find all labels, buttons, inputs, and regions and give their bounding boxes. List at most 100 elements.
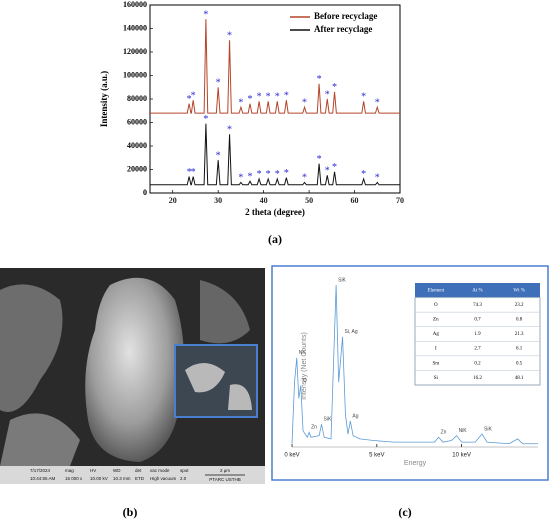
point-label: * (257, 169, 262, 180)
sem-vac: High vacuum (150, 476, 177, 481)
point-label: SiK (484, 426, 492, 432)
y-tick-label: 100000 (123, 70, 147, 79)
point-label: * (238, 98, 243, 109)
point-label: NK (299, 350, 307, 356)
y-tick-label: 160000 (123, 0, 147, 9)
sem-hv-label: HV (90, 468, 96, 473)
point-label: * (216, 150, 221, 161)
x-tick-label: 40 (260, 196, 268, 205)
table-cell: 0.8 (516, 318, 523, 323)
x-tick-label: 10 keV (452, 453, 471, 459)
table-cell: 21.3 (515, 332, 524, 337)
point-label: * (302, 98, 307, 109)
point-label: * (361, 92, 366, 103)
table-cell: 16.2 (473, 376, 482, 381)
x-tick-label: 5 keV (369, 453, 384, 459)
sem-det-label: det (135, 468, 142, 473)
point-label: * (191, 167, 196, 178)
legend-label: After recyclage (314, 24, 372, 34)
table-cell: 74.3 (473, 303, 482, 308)
x-tick-label: 30 (214, 196, 222, 205)
table-cell: I (435, 347, 437, 352)
point-label: Zn (441, 430, 447, 436)
sem-vac-label: vac mode (150, 468, 170, 473)
point-label: * (227, 31, 232, 42)
point-label: * (248, 172, 253, 183)
table-header: Element (427, 288, 444, 293)
sem-wd: 10.3 mm (113, 476, 131, 481)
point-label: * (284, 168, 289, 179)
x-tick-label: 20 (169, 196, 177, 205)
table-cell: 0.5 (516, 361, 523, 366)
series-line (150, 19, 400, 114)
table-cell: Ag (433, 332, 440, 337)
sem-wd-label: WD (113, 468, 121, 473)
table-cell: Si (434, 376, 439, 381)
point-label: * (361, 169, 366, 180)
point-label: * (203, 114, 208, 125)
point-label: * (302, 173, 307, 184)
table-header: At % (472, 288, 482, 293)
x-tick-label: 0 keV (284, 453, 299, 459)
y-tick-label: 60000 (127, 117, 147, 126)
point-label: * (227, 125, 232, 136)
x-tick-label: 70 (396, 196, 404, 205)
point-label: NiK (459, 428, 468, 434)
legend-label: Before recyclage (314, 11, 377, 21)
point-label: * (266, 169, 271, 180)
point-label: * (203, 9, 208, 20)
sem-date: 7/17/2024 (30, 468, 51, 473)
sem-time: 10:44:55 AM (30, 476, 56, 481)
table-cell: 2.7 (474, 347, 481, 352)
panel-label: (c) (398, 505, 411, 519)
table-cell: 0.2 (474, 361, 481, 366)
series-line (291, 284, 538, 445)
sem-scale: 2 μm (220, 468, 230, 473)
y-tick-label: 0 (143, 188, 147, 197)
point-label: * (216, 78, 221, 89)
y-tick-label: 20000 (127, 164, 147, 173)
table-cell: O (434, 303, 438, 308)
sem-mag-label: mag (65, 468, 74, 473)
y-axis-label: Intensity (Net Counts) (301, 332, 308, 400)
y-tick-label: 120000 (123, 47, 147, 56)
point-label: * (275, 92, 280, 103)
table-cell: 23.2 (515, 303, 524, 308)
y-tick-label: 140000 (123, 23, 147, 32)
point-label: * (257, 92, 262, 103)
point-label: O (303, 378, 307, 384)
point-label: SiK (324, 417, 332, 423)
table-cell: Zn (433, 318, 439, 323)
table-cell: 0.7 (474, 318, 481, 323)
point-label: * (266, 92, 271, 103)
point-label: * (191, 90, 196, 101)
point-label: * (317, 154, 322, 165)
point-label: * (325, 89, 330, 100)
table-cell: 48.1 (515, 376, 524, 381)
point-label: * (375, 98, 380, 109)
point-label: * (332, 162, 337, 173)
table-cell: 6.1 (516, 347, 523, 352)
x-axis-label: Energy (404, 460, 427, 467)
sem-image (0, 268, 265, 484)
x-tick-label: 60 (351, 196, 359, 205)
sem-mag: 15 000 x (65, 476, 83, 481)
point-label: * (375, 173, 380, 184)
point-label: * (187, 94, 192, 105)
point-label: * (317, 74, 322, 85)
point-label: Zn (311, 425, 317, 431)
x-axis-label: 2 theta (degree) (245, 207, 305, 217)
point-label: * (284, 90, 289, 101)
sem-spot: 2.0 (180, 476, 187, 481)
point-label: * (275, 169, 280, 180)
point-label: * (238, 173, 243, 184)
y-tick-label: 80000 (127, 94, 147, 103)
point-label: Ag (352, 413, 358, 419)
table-header: Wt % (513, 288, 525, 293)
point-label: Si, Ag (345, 329, 358, 335)
table-cell: 1.9 (474, 332, 481, 337)
series-line (150, 123, 400, 186)
panel-label: (b) (123, 505, 138, 519)
y-axis-label: Intensity (a.u.) (99, 71, 109, 127)
